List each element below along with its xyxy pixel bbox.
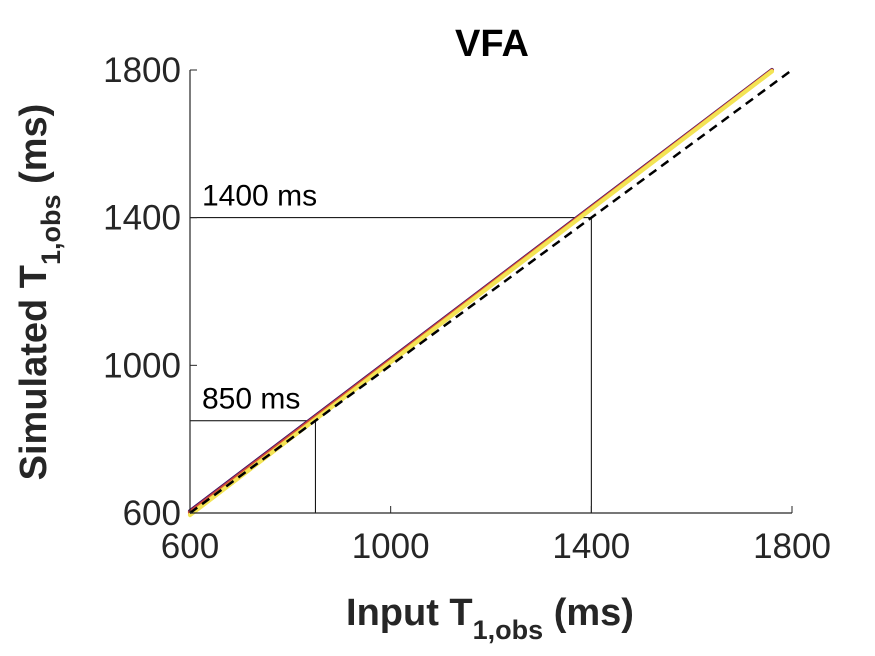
identity-line-group — [189, 68, 793, 515]
axes — [189, 70, 792, 514]
y-tick-label-600: 600 — [123, 494, 181, 533]
chart-title: VFA — [455, 23, 529, 65]
ref-label-1400: 1400 ms — [202, 180, 317, 213]
x-axis-label-main: Input T — [346, 592, 473, 634]
x-axis-label-unit: (ms) — [543, 592, 634, 634]
y-axis-label: Simulated T1,obs (ms) — [13, 104, 66, 481]
reference-lines: 850 ms 1400 ms — [190, 180, 592, 513]
ref-label-850: 850 ms — [202, 383, 300, 416]
y-tick-label-1800: 1800 — [103, 51, 181, 90]
series-group — [188, 68, 774, 518]
y-tick-label-1000: 1000 — [103, 346, 181, 385]
x-tick-label-1000: 1000 — [352, 527, 430, 566]
y-tick-label-1400: 1400 — [103, 199, 181, 238]
y-axis-label-subscript: 1,obs — [36, 194, 66, 265]
y-axis-label-main: Simulated T — [13, 265, 55, 480]
x-tick-label-1400: 1400 — [552, 527, 630, 566]
x-tick-label-1800: 1800 — [753, 527, 831, 566]
identity-line — [189, 68, 793, 515]
x-axis-label: Input T1,obs (ms) — [346, 592, 634, 645]
tick-labels: 600 1000 1400 1800 600 1000 1400 1800 — [103, 51, 831, 566]
x-tick-label-600: 600 — [161, 527, 219, 566]
y-axis-label-unit: (ms) — [13, 104, 55, 195]
x-axis-label-subscript: 1,obs — [473, 615, 544, 645]
